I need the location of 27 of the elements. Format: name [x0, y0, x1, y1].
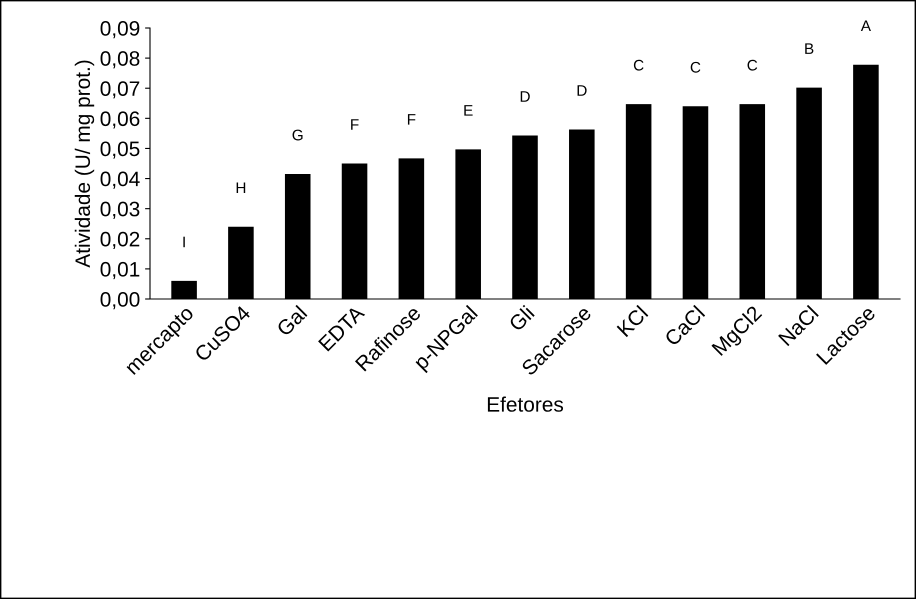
- y-tick-label: 0,05: [100, 141, 140, 159]
- y-tick-label: 0,09: [100, 21, 140, 38]
- annotation: I: [183, 236, 185, 248]
- annotation: D: [520, 91, 530, 102]
- annotation: D: [578, 85, 587, 96]
- y-tick-label: 0,06: [100, 111, 140, 129]
- y-tick-label: 0,04: [100, 172, 140, 189]
- annotation: A: [860, 20, 871, 32]
- y-tick-label: 0,01: [100, 262, 140, 280]
- annotation: E: [464, 105, 473, 116]
- x-axis-title: Efetores: [488, 396, 564, 412]
- annotation: F: [408, 114, 416, 125]
- x-tick-label: KCl: [616, 304, 648, 338]
- annotation: G: [292, 130, 303, 140]
- y-tick-label: 0,03: [100, 202, 140, 219]
- y-tick-label: 0,00: [100, 292, 140, 310]
- y-tick-label: 0,07: [100, 81, 140, 98]
- annotation: B: [805, 43, 814, 54]
- annotation: C: [748, 60, 758, 71]
- y-tick-label: 0,08: [100, 51, 140, 68]
- y-axis-title: Atividade (U/ mg prot.): [74, 60, 94, 268]
- x-tick-label: Gal: [276, 304, 308, 337]
- annotation: F: [351, 119, 359, 130]
- annotation: H: [236, 182, 246, 194]
- annotation: C: [634, 60, 644, 71]
- y-tick-label: 0,02: [100, 232, 140, 249]
- annotation: C: [690, 62, 700, 73]
